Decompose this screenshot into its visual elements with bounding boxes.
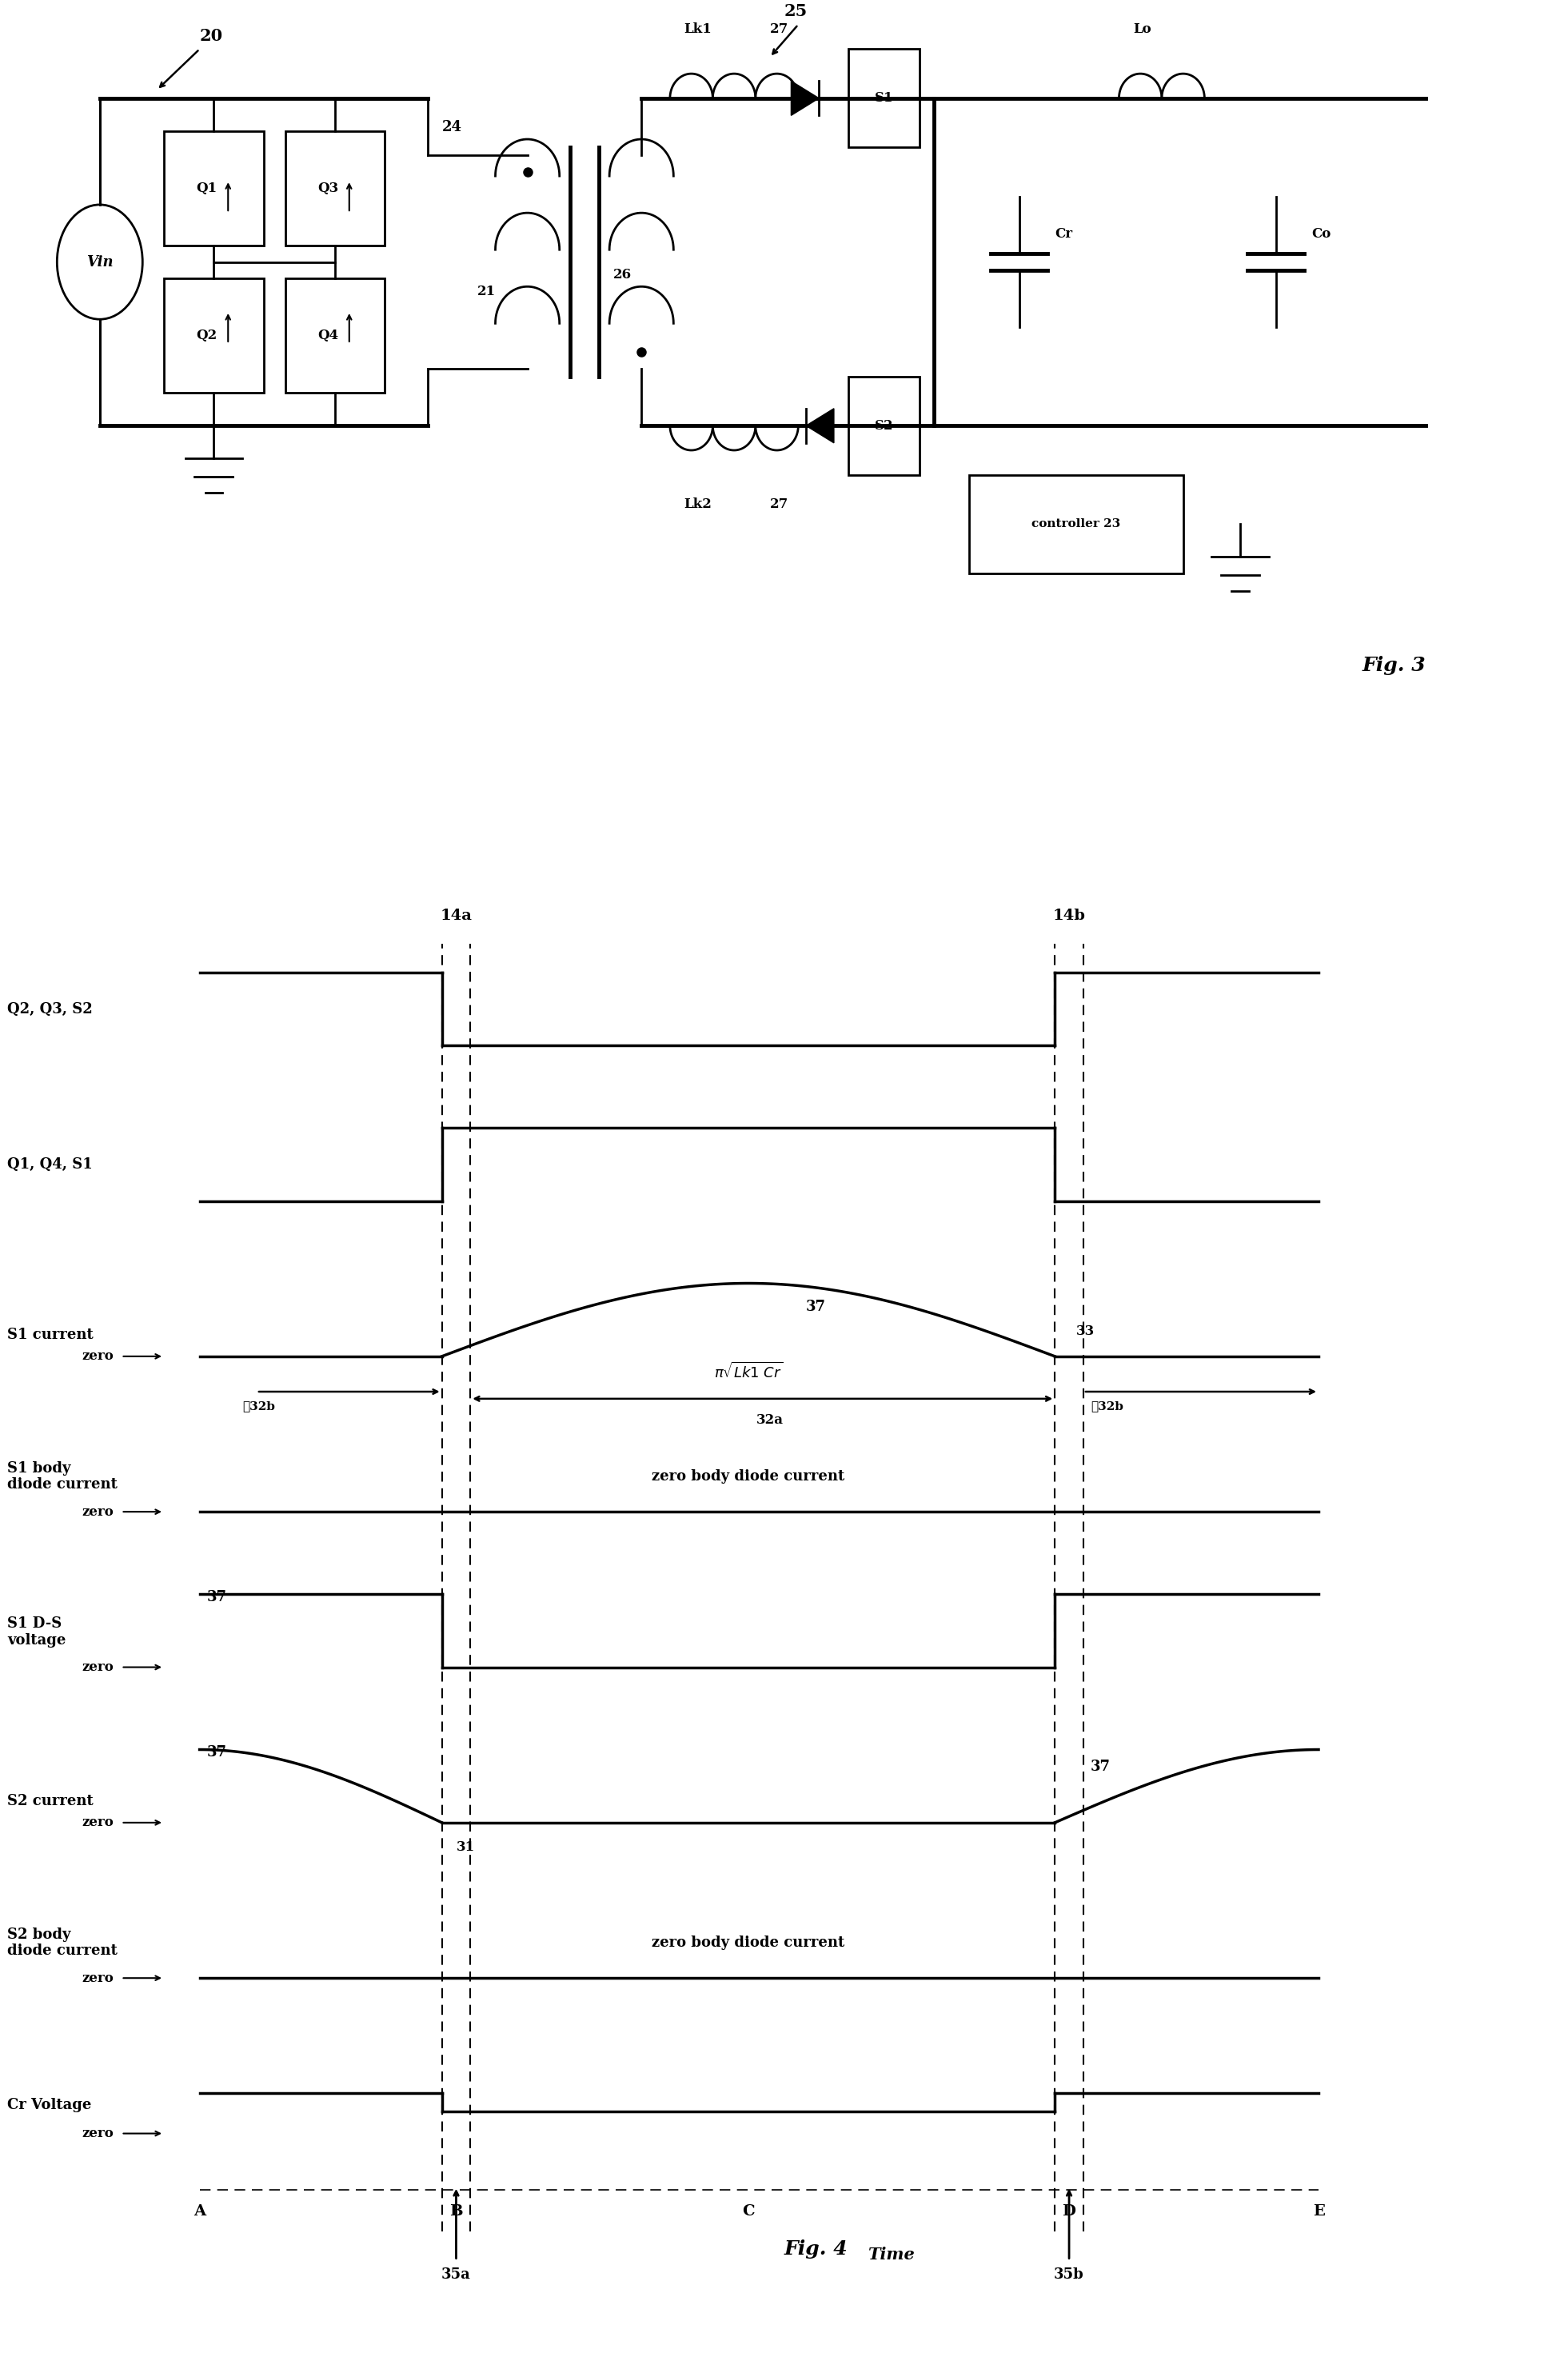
Text: S1: S1 xyxy=(875,93,894,104)
Text: 20: 20 xyxy=(199,28,223,45)
Text: Co: Co xyxy=(1311,228,1331,240)
Text: 37: 37 xyxy=(207,1747,227,1761)
Bar xyxy=(848,50,919,147)
Text: Cr: Cr xyxy=(1055,228,1073,240)
Text: 26: 26 xyxy=(613,268,632,282)
Text: Q1: Q1 xyxy=(196,180,216,195)
Text: ⌕32b: ⌕32b xyxy=(243,1400,274,1412)
Text: zero body diode current: zero body diode current xyxy=(652,1469,845,1483)
Text: D: D xyxy=(1062,2205,1076,2219)
Text: $\pi\sqrt{Lk1\ Cr}$: $\pi\sqrt{Lk1\ Cr}$ xyxy=(713,1362,782,1381)
Text: B: B xyxy=(450,2205,463,2219)
Text: 27: 27 xyxy=(770,498,789,510)
Text: S2: S2 xyxy=(875,420,894,432)
Text: 33: 33 xyxy=(1076,1324,1094,1338)
Text: Q3: Q3 xyxy=(317,180,339,195)
Text: zero: zero xyxy=(82,1350,114,1362)
Bar xyxy=(969,475,1184,572)
Text: Q2: Q2 xyxy=(196,330,218,342)
Text: Time: Time xyxy=(867,2247,914,2261)
Text: 32a: 32a xyxy=(756,1412,784,1426)
Text: Fig. 4: Fig. 4 xyxy=(784,2240,848,2259)
Text: Q1, Q4, S1: Q1, Q4, S1 xyxy=(8,1158,93,1172)
Text: 25: 25 xyxy=(784,5,808,19)
Text: Lk2: Lk2 xyxy=(684,498,712,510)
Text: Q4: Q4 xyxy=(317,330,339,342)
Text: Cr Voltage: Cr Voltage xyxy=(8,2098,91,2112)
Text: Q2, Q3, S2: Q2, Q3, S2 xyxy=(8,1001,93,1016)
Text: 37: 37 xyxy=(806,1300,825,1315)
Text: A: A xyxy=(193,2205,205,2219)
Text: 35b: 35b xyxy=(1054,2269,1083,2283)
Text: 21: 21 xyxy=(478,285,495,299)
Text: C: C xyxy=(742,2205,754,2219)
Text: zero: zero xyxy=(82,1972,114,1984)
Text: zero: zero xyxy=(82,1504,114,1519)
Text: Vin: Vin xyxy=(86,254,113,268)
Text: 14a: 14a xyxy=(441,909,472,923)
Text: S2 body
diode current: S2 body diode current xyxy=(8,1927,118,1958)
Text: controller 23: controller 23 xyxy=(1032,517,1121,529)
Text: 31: 31 xyxy=(456,1841,475,1853)
Text: zero: zero xyxy=(82,1661,114,1673)
Text: 24: 24 xyxy=(442,119,463,135)
Text: 37: 37 xyxy=(207,1590,227,1604)
Text: Lk1: Lk1 xyxy=(684,21,712,36)
Bar xyxy=(285,131,384,244)
Bar xyxy=(165,278,263,394)
Polygon shape xyxy=(806,408,834,444)
Text: S1 D-S
voltage: S1 D-S voltage xyxy=(8,1616,66,1647)
Text: ⌕32b: ⌕32b xyxy=(1090,1400,1123,1412)
Text: S2 current: S2 current xyxy=(8,1794,93,1808)
Polygon shape xyxy=(792,81,818,116)
Text: S1 body
diode current: S1 body diode current xyxy=(8,1462,118,1493)
Text: S1 current: S1 current xyxy=(8,1329,93,1343)
Text: 37: 37 xyxy=(1090,1758,1110,1775)
Text: E: E xyxy=(1312,2205,1325,2219)
Text: Lo: Lo xyxy=(1134,21,1151,36)
Text: 27: 27 xyxy=(770,21,789,36)
Text: zero body diode current: zero body diode current xyxy=(652,1936,845,1951)
Text: Fig. 3: Fig. 3 xyxy=(1361,655,1425,676)
Text: zero: zero xyxy=(82,2126,114,2140)
Text: 35a: 35a xyxy=(442,2269,470,2283)
Bar xyxy=(285,278,384,394)
Text: 14b: 14b xyxy=(1052,909,1085,923)
Text: zero: zero xyxy=(82,1815,114,1830)
Bar xyxy=(165,131,263,244)
Bar xyxy=(848,377,919,475)
